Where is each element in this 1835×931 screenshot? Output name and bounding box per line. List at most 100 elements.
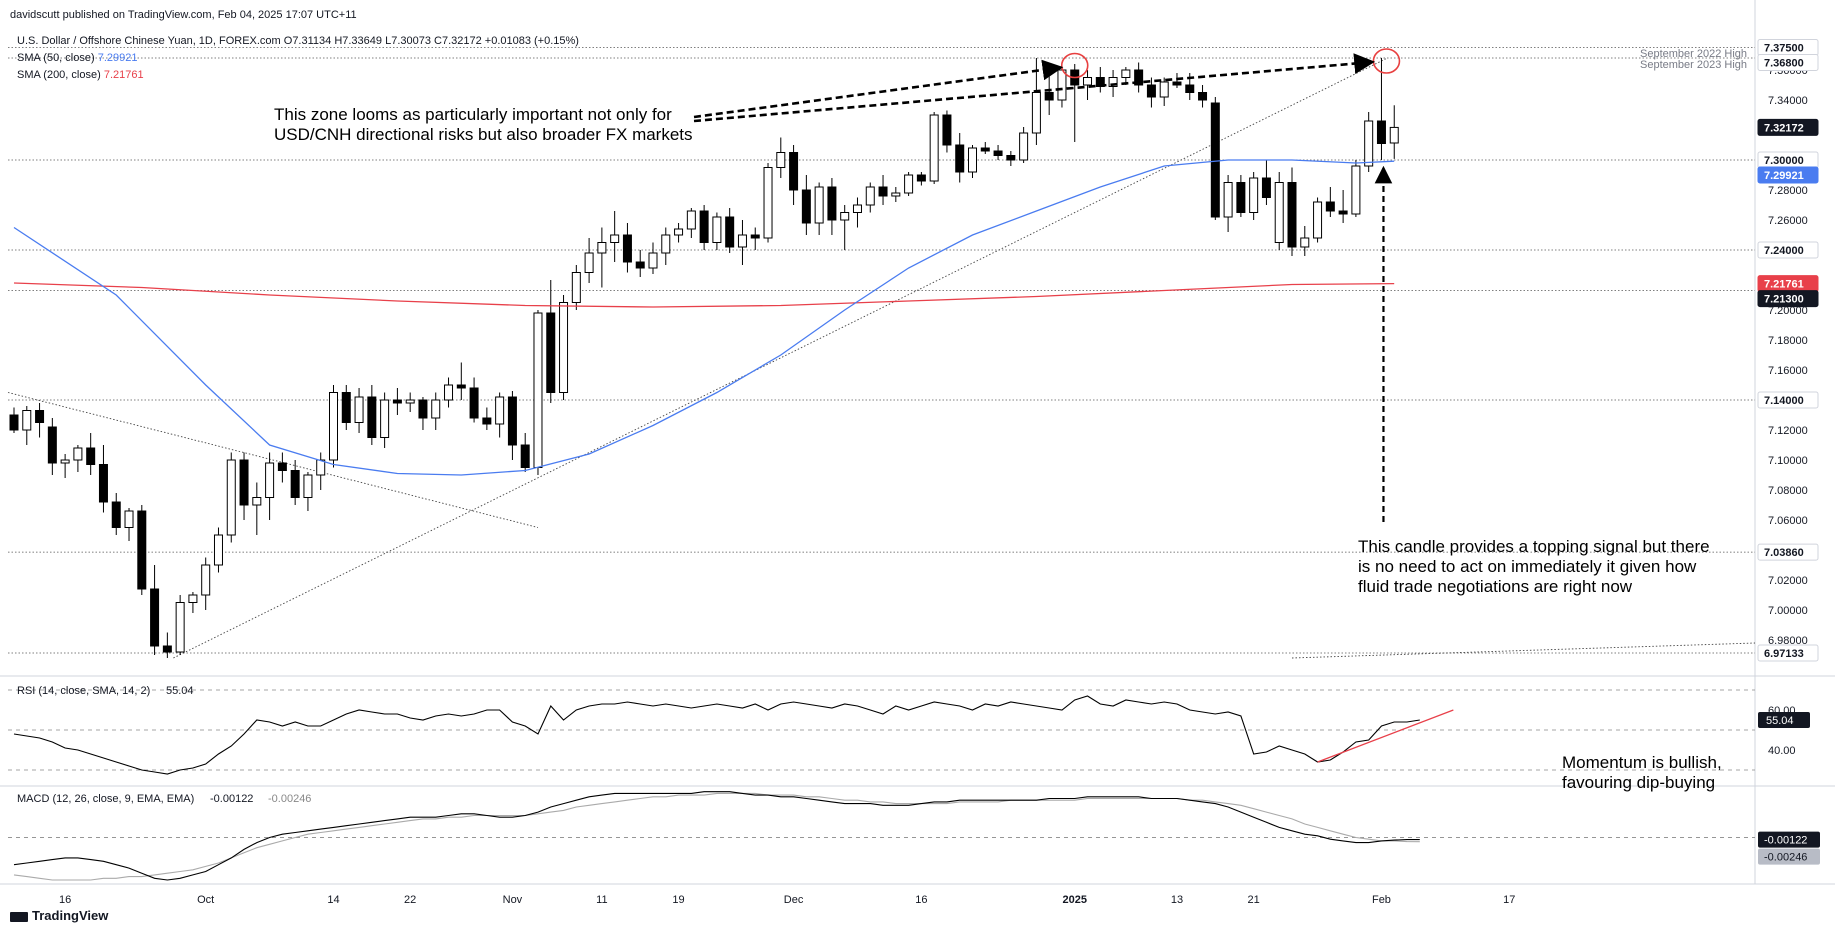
tv-logo-icon — [10, 911, 28, 922]
candle-body — [878, 186, 888, 197]
price-tick-label: 7.16000 — [1768, 365, 1808, 377]
candle-body — [763, 167, 773, 239]
time-tick-label: Feb — [1372, 894, 1391, 906]
candles-layer[interactable] — [9, 58, 1399, 658]
rsi-line — [13, 695, 1420, 775]
momentum-annotation-line1: Momentum is bullish, — [1562, 753, 1722, 772]
candle-body — [303, 474, 313, 498]
candle-body — [955, 144, 965, 173]
drawings-layer — [693, 48, 1401, 522]
candle-body — [674, 228, 684, 236]
sma200-label: SMA (200, close) — [17, 69, 101, 81]
candle-body — [725, 216, 735, 248]
candle-body — [980, 147, 990, 152]
price-tick-label: 7.10000 — [1768, 455, 1808, 467]
candle-body — [891, 192, 901, 197]
candle-body — [73, 447, 83, 461]
price-badges: 7.37500 7.36800 7.32172 7.30000 7.29921 7.240… — [1757, 39, 1819, 662]
time-tick-label: Dec — [784, 894, 804, 906]
price-badge-text: 7.36800 — [1764, 58, 1804, 70]
candle-body — [405, 399, 415, 404]
candle-body — [661, 234, 671, 254]
sma200-value: 7.21761 — [103, 69, 144, 81]
candle-body — [1121, 69, 1131, 78]
candle-body — [1351, 165, 1361, 215]
candle-body — [150, 588, 160, 647]
candle-body — [559, 302, 569, 393]
sma50-line — [13, 159, 1395, 476]
sep2022-label: September 2022 High — [1640, 48, 1748, 60]
trendline-layer — [7, 57, 1756, 659]
level-lines — [8, 47, 1755, 654]
candle-body — [712, 216, 722, 243]
sep2023-label: September 2023 High — [1640, 59, 1748, 71]
candle-body — [750, 234, 760, 239]
candle-body — [1274, 182, 1284, 243]
price-badge — [1757, 118, 1819, 136]
candle-body — [610, 234, 620, 243]
candle-body — [316, 459, 326, 476]
candle-body — [635, 261, 645, 269]
candle-body — [60, 459, 70, 464]
price-badge — [1757, 543, 1819, 561]
high-circle-right — [1372, 48, 1401, 74]
time-tick-label: 19 — [672, 894, 684, 906]
macd-value-badge — [1758, 831, 1820, 848]
candle-body — [1019, 132, 1029, 161]
symbol-line: U.S. Dollar / Offshore Chinese Yuan, 1D,… — [17, 35, 579, 47]
candle-body — [1146, 84, 1156, 98]
sma50-label: SMA (50, close) — [17, 52, 95, 64]
candle-body — [188, 594, 198, 603]
candle-body — [367, 396, 377, 438]
time-tick-label: 11 — [596, 894, 607, 906]
candle-body — [1198, 92, 1208, 101]
rsi-legend-value: 55.04 — [166, 685, 194, 697]
price-tick-label: 7.26000 — [1768, 215, 1808, 227]
price-tick-label: 7.06000 — [1768, 515, 1808, 527]
candle-annotation-line1: This candle provides a topping signal bu… — [1358, 537, 1710, 556]
candle-body — [1287, 182, 1297, 248]
candle-body — [507, 396, 517, 446]
momentum-annotation-line2: favouring dip-buying — [1562, 773, 1716, 792]
price-badge-text: 7.14000 — [1764, 395, 1804, 407]
candle-body — [520, 444, 530, 468]
arrow-to-left-high — [693, 59, 1064, 119]
candle-body — [1236, 182, 1246, 213]
candle-body — [686, 210, 696, 230]
candle-body — [418, 399, 428, 419]
price-badge — [1757, 290, 1819, 308]
price-badge-text: 7.32172 — [1764, 122, 1804, 134]
tradingview-logo[interactable]: TradingView — [10, 908, 108, 923]
price-badge-text: 7.21761 — [1764, 279, 1804, 291]
candle-body — [1389, 126, 1399, 144]
macd-signal-line — [13, 792, 1420, 881]
base-trendline — [1291, 642, 1756, 659]
candle-body — [1338, 210, 1348, 215]
candle-body — [814, 186, 824, 224]
candle-body — [456, 384, 466, 389]
candle-body — [252, 497, 262, 506]
price-badge — [1757, 644, 1819, 662]
candle-body — [341, 392, 351, 423]
candle-body — [495, 396, 505, 425]
candle-body — [124, 510, 134, 528]
zone-annotation-line2: USD/CNH directional risks but also broad… — [274, 125, 693, 144]
candle-body — [265, 462, 275, 498]
candle-body — [239, 459, 249, 506]
macd-pane: -0.00122 -0.00246 — [8, 791, 1820, 881]
sma200-legend: SMA (200, close) 7.21761 — [17, 69, 144, 81]
time-tick-label: 13 — [1171, 894, 1183, 906]
signal-value-badge-text: -0.00246 — [1764, 852, 1807, 864]
candle-body — [789, 152, 799, 191]
candle-annotation-line2: is no need to act on immediately it give… — [1358, 557, 1697, 576]
candle-body — [226, 459, 236, 536]
macd-line — [13, 791, 1420, 881]
price-tick-label: 7.00000 — [1768, 605, 1808, 617]
rsi-tick-label: 40.00 — [1768, 745, 1796, 757]
price-badge — [1757, 54, 1819, 71]
price-tick-label: 7.12000 — [1768, 425, 1808, 437]
candle-body — [916, 174, 926, 182]
macd-value-badge-text: -0.00122 — [1764, 835, 1807, 847]
price-badge-text: 7.24000 — [1764, 245, 1804, 257]
candle-body — [968, 147, 977, 173]
